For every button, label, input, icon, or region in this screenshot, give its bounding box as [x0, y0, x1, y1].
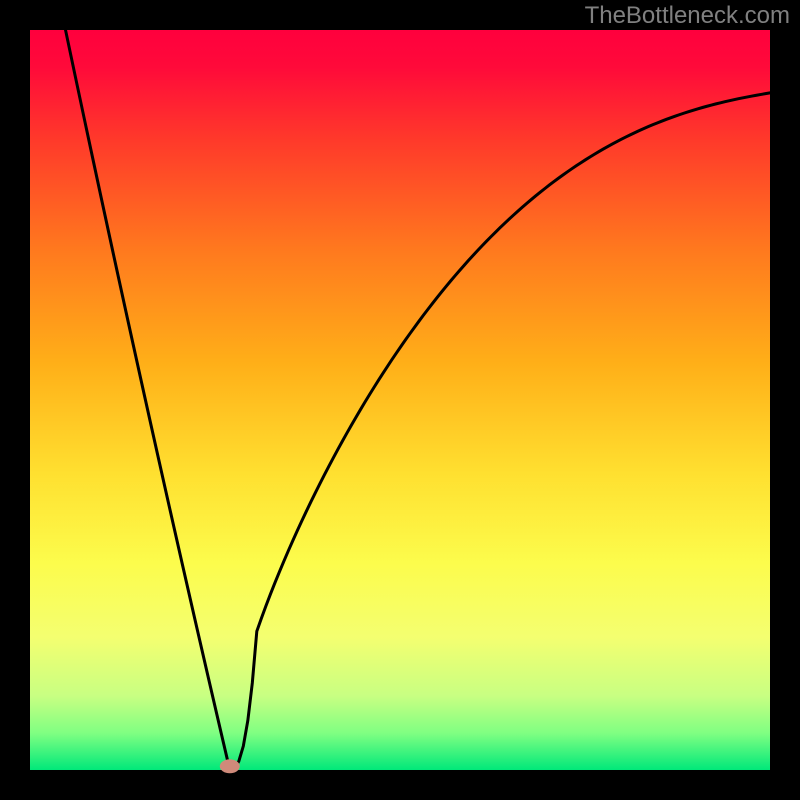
bottleneck-chart [0, 0, 800, 800]
optimal-point-marker [220, 759, 240, 773]
chart-container: TheBottleneck.com [0, 0, 800, 800]
watermark-text: TheBottleneck.com [585, 2, 790, 30]
chart-background [30, 30, 770, 770]
